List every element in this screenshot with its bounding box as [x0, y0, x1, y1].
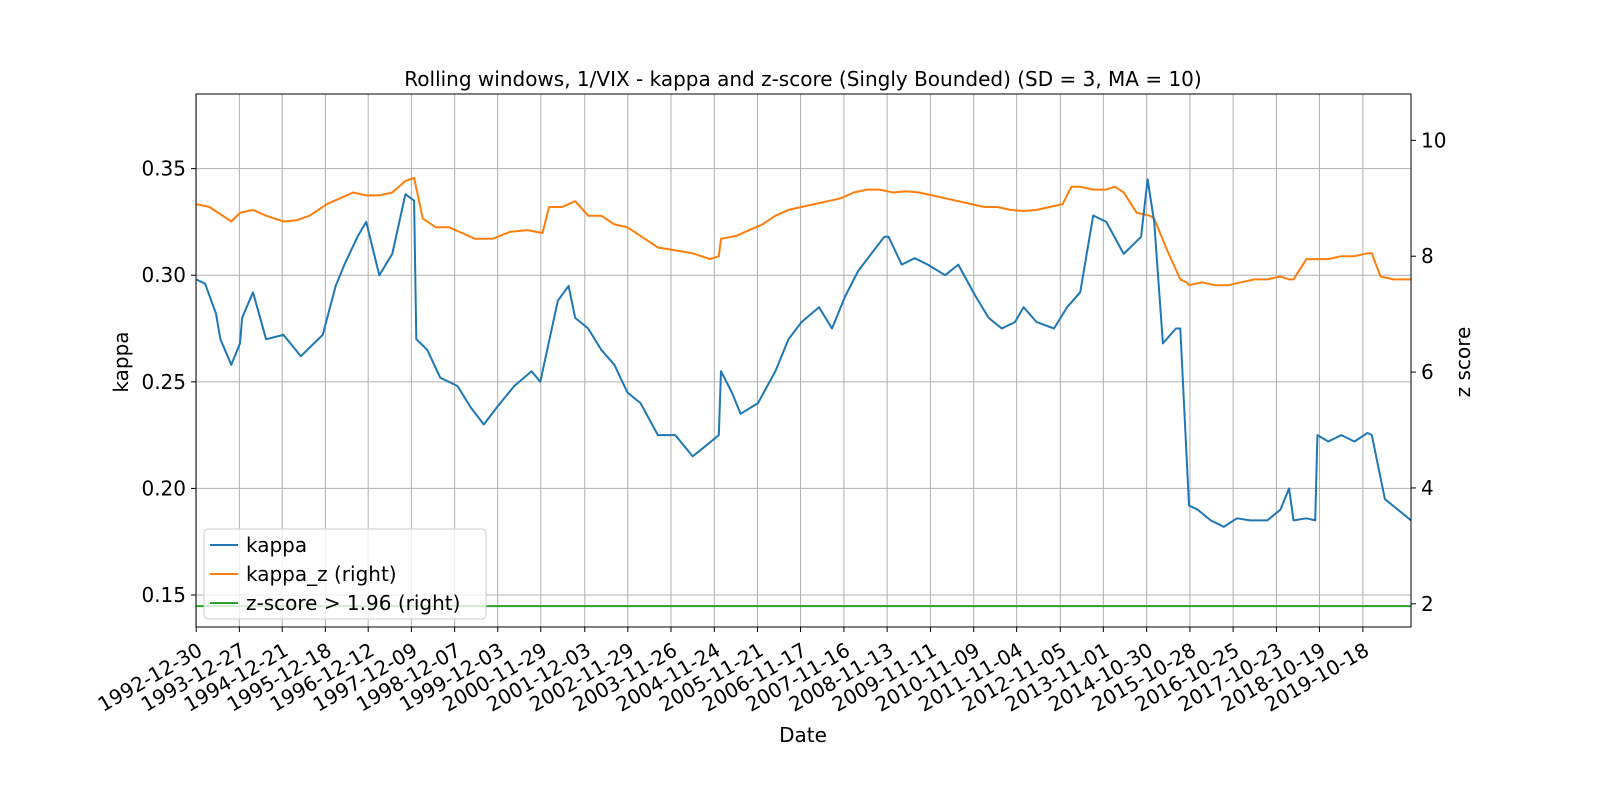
legend: kappa kappa_z (right) z-score > 1.96 (righ…: [203, 528, 487, 620]
series-line-1: [196, 177, 1411, 287]
y-axis-left-title: kappa: [109, 331, 133, 392]
y-right-tick-label: 6: [1421, 360, 1434, 384]
grid: [195, 94, 1411, 627]
y-right-tick-label: 4: [1421, 476, 1434, 500]
legend-label: kappa: [246, 533, 307, 557]
y-axis-right: 2 4 6 8 10: [1411, 128, 1446, 616]
y-left-tick-label: 0.15: [141, 583, 186, 607]
plot-frame: [195, 93, 1412, 628]
legend-box: [203, 528, 487, 620]
legend-label: z-score > 1.96 (right): [246, 591, 460, 615]
y-left-tick-label: 0.25: [141, 370, 186, 394]
y-axis-left: 0.15 0.20 0.25 0.30 0.35: [141, 157, 196, 607]
y-left-tick-label: 0.35: [141, 157, 186, 181]
x-axis-title: Date: [779, 723, 827, 747]
legend-label: kappa_z (right): [246, 562, 397, 586]
chart-title: Rolling windows, 1/VIX - kappa and z-sco…: [404, 67, 1201, 91]
series-line-0: [195, 178, 1412, 528]
y-left-tick-label: 0.30: [141, 263, 186, 287]
y-right-tick-label: 2: [1421, 592, 1434, 616]
y-left-tick-label: 0.20: [141, 476, 186, 500]
x-axis: 1992-12-301993-12-271994-12-211995-12-18…: [94, 627, 1373, 717]
y-axis-right-title: z score: [1451, 327, 1475, 398]
y-right-tick-label: 8: [1421, 244, 1434, 268]
y-right-tick-label: 10: [1421, 128, 1446, 152]
